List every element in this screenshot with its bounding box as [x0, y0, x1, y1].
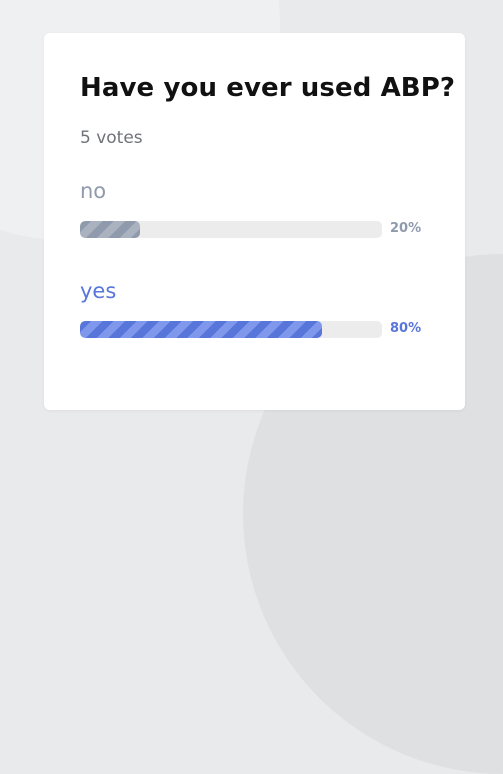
result-bar [80, 321, 382, 338]
poll-option-label: no [80, 179, 107, 203]
result-percent: 20% [390, 221, 422, 236]
poll-option-yes[interactable]: yes 80% [80, 277, 429, 341]
poll-option-no[interactable]: no 20% [80, 177, 429, 241]
result-bar-fill [80, 221, 141, 238]
poll-card: Have you ever used ABP? 5 votes no 20% y… [44, 33, 465, 410]
result-bar [80, 221, 382, 238]
result-percent: 80% [390, 321, 422, 336]
poll-question: Have you ever used ABP? [80, 73, 456, 103]
vote-count: 5 votes [80, 128, 143, 148]
poll-option-label: yes [80, 279, 117, 303]
result-bar-fill [80, 321, 322, 338]
